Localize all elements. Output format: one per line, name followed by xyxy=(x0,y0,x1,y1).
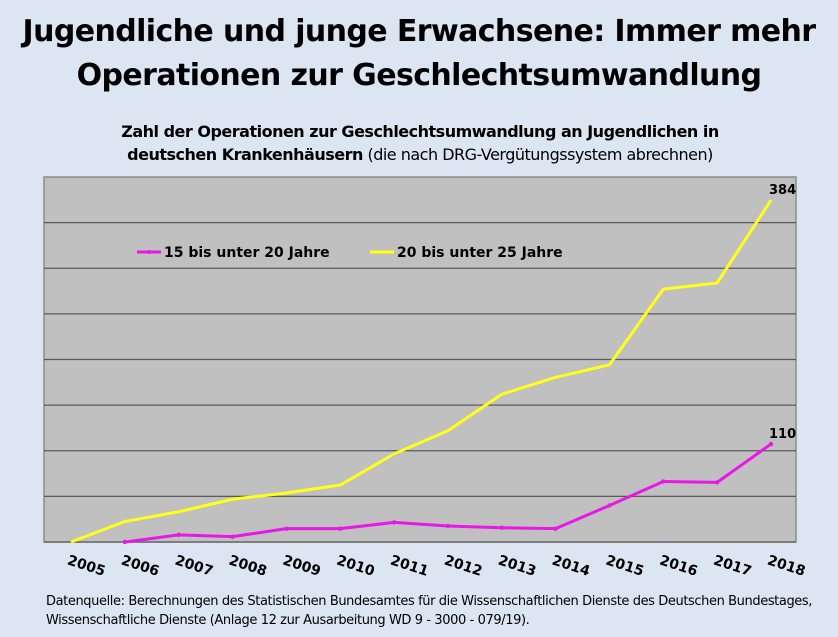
subtitle-line-1: Zahl der Operationen zur Geschlechtsumwa… xyxy=(121,122,719,141)
data-point xyxy=(607,503,612,508)
x-tick-label: 2008 xyxy=(227,553,269,580)
x-tick-label: 2012 xyxy=(442,553,484,580)
subtitle-line-2-bold: deutschen Krankenhäusern xyxy=(127,145,363,164)
x-tick-label: 2014 xyxy=(550,553,592,580)
x-tick-label: 2010 xyxy=(334,553,376,580)
x-tick-label: 2013 xyxy=(496,553,538,580)
data-point xyxy=(445,523,451,529)
subtitle-line-2-rest: (die nach DRG-Vergütungssystem abrechnen… xyxy=(362,145,713,164)
title-line-1: Jugendliche und junge Erwachsene: Immer … xyxy=(22,14,817,49)
x-tick-label: 2009 xyxy=(281,553,323,580)
data-point xyxy=(714,480,720,485)
data-label: 110 xyxy=(769,427,796,442)
x-tick-label: 2017 xyxy=(711,553,753,580)
data-point xyxy=(338,526,343,531)
legend-label: 20 bis unter 25 Jahre xyxy=(397,245,563,261)
legend-marker xyxy=(147,250,151,254)
x-tick-label: 2018 xyxy=(765,553,807,580)
x-tick-label: 2007 xyxy=(173,553,215,580)
x-tick-label: 2005 xyxy=(65,553,107,580)
x-tick-label: 2006 xyxy=(119,553,161,580)
source-line-2: Wissenschaftliche Dienste (Anlage 12 zur… xyxy=(46,613,530,628)
data-point xyxy=(499,525,504,530)
chart-subtitle: Zahl der Operationen zur Geschlechtsumwa… xyxy=(100,120,740,166)
title-line-2: Operationen zur Geschlechtsumwandlung xyxy=(76,58,762,93)
x-tick-label: 2015 xyxy=(604,553,646,580)
data-point xyxy=(553,526,558,531)
series-line xyxy=(70,199,773,544)
x-tick-label: 2016 xyxy=(658,553,700,580)
source-note: Datenquelle: Berechnungen des Statistisc… xyxy=(46,592,826,630)
data-point xyxy=(284,526,289,531)
data-point xyxy=(176,532,181,538)
legend-label: 15 bis unter 20 Jahre xyxy=(164,245,330,261)
data-point xyxy=(122,539,128,545)
x-tick-label: 2011 xyxy=(388,553,430,580)
main-title: Jugendliche und junge Erwachsene: Immer … xyxy=(0,10,838,98)
data-label: 384 xyxy=(769,183,796,198)
data-point xyxy=(391,520,397,525)
source-line-1: Datenquelle: Berechnungen des Statistisc… xyxy=(46,594,813,609)
data-point xyxy=(768,441,774,447)
data-point xyxy=(230,534,235,539)
subtitle-line-2: deutschen Krankenhäusern (die nach DRG-V… xyxy=(100,143,740,166)
data-point xyxy=(661,479,666,484)
